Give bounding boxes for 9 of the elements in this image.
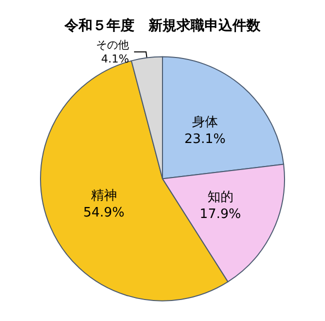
- data-label: 54.9%: [83, 205, 124, 220]
- slice-label: 身体: [192, 114, 218, 130]
- data-label: 4.1%: [101, 52, 130, 66]
- data-label: 17.9%: [200, 207, 241, 222]
- slice-label: 知的: [207, 190, 234, 206]
- chart-title: 令和５年度 新規求職申込件数: [64, 17, 262, 34]
- slice-label: 精神: [90, 188, 117, 204]
- data-label: 23.1%: [184, 132, 226, 147]
- slice-label: その他: [96, 38, 130, 52]
